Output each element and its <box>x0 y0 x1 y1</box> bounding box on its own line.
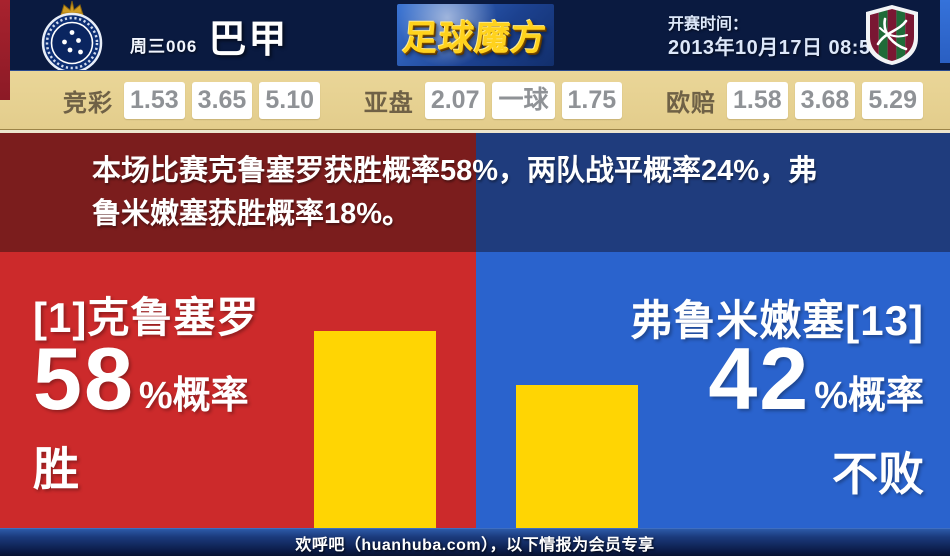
kickoff-datetime: 2013年10月17日 08:50 <box>668 37 883 59</box>
home-probability-number: 58 <box>33 329 135 429</box>
odds-group-sporttery: 竞彩 1.53 3.65 5.10 <box>63 81 321 119</box>
cruzeiro-crest-icon <box>36 0 108 70</box>
odds-value-handicap-away: 1.75 <box>561 81 623 119</box>
odds-label-asian-handicap: 亚盘 <box>363 89 414 117</box>
brand-logo: 足球魔方 <box>397 4 554 66</box>
odds-value-european-draw: 3.68 <box>794 81 856 119</box>
odds-bar: 竞彩 1.53 3.65 5.10 亚盘 2.07 一球 1.75 欧赔 1.5… <box>0 71 950 130</box>
odds-label-sporttery: 竞彩 <box>63 89 113 117</box>
away-team-name: 弗鲁米嫩塞[13] <box>630 297 924 344</box>
home-outcome-label: 胜 <box>33 443 79 495</box>
fluminense-crest-icon <box>864 4 920 70</box>
odds-value-european-home: 1.58 <box>726 81 788 119</box>
away-probability-number: 42 <box>708 329 811 429</box>
away-probability-label: %概率 <box>814 374 924 417</box>
away-probability-bar <box>516 385 638 528</box>
brand-logo-text: 足球魔方 <box>401 18 549 58</box>
league-name: 巴甲 <box>208 19 289 61</box>
kickoff-label: 开赛时间： <box>668 16 749 33</box>
match-info: 周三006 巴甲 <box>130 0 289 70</box>
odds-group-european: 欧赔 1.58 3.68 5.29 <box>665 81 923 119</box>
odds-value-sporttery-draw: 3.65 <box>191 81 253 119</box>
odds-value-sporttery-home: 1.53 <box>124 81 185 119</box>
home-probability-bar <box>314 331 436 528</box>
away-outcome-label: 不败 <box>832 448 924 500</box>
right-edge-ribbon <box>940 0 950 63</box>
prediction-summary-text: 本场比赛克鲁塞罗获胜概率58%，两队战平概率24%，弗鲁米嫩塞获胜概率18%。 <box>92 155 818 230</box>
away-probability: 42 %概率 <box>708 322 924 429</box>
left-edge-ribbon <box>0 0 10 100</box>
prediction-summary-banner: 本场比赛克鲁塞罗获胜概率58%，两队战平概率24%，弗鲁米嫩塞获胜概率18%。 <box>0 130 950 252</box>
round-label: 周三006 <box>130 37 198 56</box>
match-header: 周三006 巴甲 足球魔方 开赛时间： 2013年10月17日 08:50 <box>0 0 950 71</box>
odds-value-handicap-home: 2.07 <box>424 81 486 119</box>
odds-label-european: 欧赔 <box>665 89 716 117</box>
prediction-panels: [1]克鲁塞罗 58 %概率 胜 弗鲁米嫩塞[13] 42 %概率 不败 <box>0 252 950 528</box>
footer-bar: 欢呼吧（huanhuba.com），以下情报为会员专享 <box>0 528 950 556</box>
odds-value-handicap-line: 一球 <box>492 81 555 119</box>
home-probability: 58 %概率 <box>33 322 249 429</box>
footer-text: 欢呼吧（huanhuba.com），以下情报为会员专享 <box>295 536 655 554</box>
odds-value-sporttery-away: 5.10 <box>259 81 321 119</box>
home-probability-label: %概率 <box>138 374 249 417</box>
odds-group-asian-handicap: 亚盘 2.07 一球 1.75 <box>363 81 623 119</box>
banner-background-away <box>476 133 950 252</box>
home-team-name: [1]克鲁塞罗 <box>33 294 260 341</box>
kickoff-time-block: 开赛时间： 2013年10月17日 08:50 <box>668 14 882 60</box>
odds-value-european-away: 5.29 <box>862 81 923 119</box>
away-team-panel: 弗鲁米嫩塞[13] 42 %概率 不败 <box>476 252 950 528</box>
banner-background-home <box>0 133 476 252</box>
home-team-panel: [1]克鲁塞罗 58 %概率 胜 <box>0 252 476 528</box>
